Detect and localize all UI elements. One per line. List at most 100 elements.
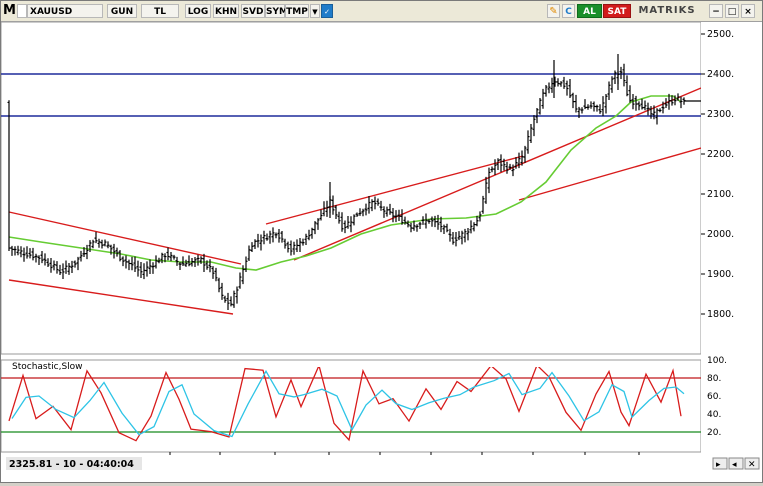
ohlc-bar bbox=[622, 63, 626, 87]
ohlc-bar bbox=[607, 81, 611, 101]
ohlc-bar bbox=[379, 200, 383, 211]
ohlc-bar bbox=[280, 231, 284, 243]
ohlc-bar bbox=[220, 282, 224, 300]
ohlc-bar bbox=[163, 253, 167, 263]
downtrend-lower-line[interactable] bbox=[8, 279, 234, 315]
zoom-out-icon[interactable] bbox=[728, 457, 744, 470]
y-tick-label: 2300. bbox=[707, 109, 734, 120]
stochastic-k-line[interactable] bbox=[8, 365, 682, 442]
dropdown-arrow-icon[interactable]: ▼ bbox=[310, 4, 320, 18]
ohlc-bar bbox=[16, 245, 20, 256]
ohlc-bar bbox=[292, 241, 296, 255]
share-icon[interactable]: ✓ bbox=[321, 4, 333, 18]
buy-button[interactable]: AL bbox=[577, 4, 602, 18]
ohlc-bar bbox=[172, 254, 176, 260]
ohlc-bar bbox=[127, 259, 131, 271]
svd-button[interactable]: SVD bbox=[241, 4, 265, 18]
ohlc-bar bbox=[391, 207, 395, 223]
ohlc-bar bbox=[628, 85, 632, 103]
ohlc-bar bbox=[352, 214, 356, 226]
currency-button[interactable]: TL bbox=[141, 4, 179, 18]
ohlc-bar bbox=[550, 77, 554, 93]
channel-lines[interactable] bbox=[8, 87, 701, 315]
ohlc-bar bbox=[412, 220, 416, 231]
ohlc-bar bbox=[271, 227, 275, 243]
price-chart[interactable]: 1800. 1900. 2000. 2100. 2200. 2300. 2400. 2500.… bbox=[1, 22, 762, 455]
log-button[interactable]: LOG bbox=[185, 4, 211, 18]
stochastic-d-line[interactable] bbox=[11, 369, 685, 438]
y-tick-label: 2000. bbox=[707, 229, 734, 240]
ohlc-bar bbox=[649, 106, 653, 119]
ohlc-bar bbox=[67, 262, 71, 275]
symbol-field[interactable]: XAUUSD bbox=[27, 4, 103, 18]
uptrend-lower-line[interactable] bbox=[518, 147, 701, 201]
price-readout: 2325.81 - 10 - 04:40:04 bbox=[9, 459, 134, 470]
stochastic-axis-labels: 20. 40. 60. 80. 100. bbox=[707, 356, 727, 438]
stochastic-tick-label: 100. bbox=[707, 356, 727, 366]
ohlc-bar bbox=[451, 232, 455, 245]
ohlc-bar bbox=[478, 211, 482, 222]
khn-button[interactable]: KHN bbox=[213, 4, 239, 18]
ohlc-bar bbox=[502, 158, 506, 171]
ohlc-bar bbox=[322, 201, 326, 217]
ohlc-bar bbox=[274, 232, 278, 239]
ohlc-bar bbox=[475, 215, 479, 227]
ohlc-bar bbox=[199, 256, 203, 264]
ohlc-bar bbox=[418, 221, 422, 229]
ohlc-bar bbox=[124, 255, 128, 269]
ohlc-bar bbox=[100, 239, 104, 249]
ohlc-bar bbox=[190, 258, 194, 267]
tmp-button[interactable]: TMP bbox=[285, 4, 309, 18]
ohlc-bar bbox=[430, 216, 434, 227]
c-button[interactable]: C bbox=[562, 4, 575, 18]
ohlc-bar bbox=[442, 224, 446, 234]
ohlc-bar bbox=[94, 231, 98, 244]
ohlc-bar bbox=[613, 70, 617, 85]
fit-icon[interactable] bbox=[744, 457, 760, 470]
downtrend-upper-line[interactable] bbox=[8, 211, 242, 265]
sell-button[interactable]: SAT bbox=[603, 4, 631, 18]
uptrend-mid-line[interactable] bbox=[293, 87, 701, 261]
ohlc-bar bbox=[196, 254, 200, 266]
ohlc-bar bbox=[235, 286, 239, 304]
ohlc-bar bbox=[559, 81, 563, 87]
ohlc-bar bbox=[646, 102, 650, 116]
ohlc-bar bbox=[262, 230, 266, 245]
ohlc-bar bbox=[115, 247, 119, 257]
ohlc-bar bbox=[49, 257, 53, 273]
ohlc-bar bbox=[223, 295, 227, 303]
ohlc-bar bbox=[187, 255, 191, 267]
ohlc-bar bbox=[295, 239, 299, 253]
ohlc-bars[interactable] bbox=[7, 54, 686, 310]
ohlc-bar bbox=[367, 195, 371, 214]
zoom-in-icon[interactable] bbox=[712, 457, 728, 470]
ohlc-bar bbox=[661, 101, 665, 114]
close-icon[interactable]: × bbox=[741, 4, 755, 18]
ohlc-bar bbox=[625, 75, 629, 97]
svg-text:◂: ◂ bbox=[732, 460, 737, 470]
maximize-icon[interactable]: □ bbox=[725, 4, 739, 18]
ohlc-bar bbox=[571, 92, 575, 109]
ohlc-bar bbox=[424, 213, 428, 229]
symbol-checkbox[interactable] bbox=[17, 4, 27, 18]
ohlc-bar bbox=[529, 124, 533, 143]
ohlc-bar bbox=[640, 98, 644, 110]
matriks-m-icon[interactable]: M bbox=[3, 3, 16, 18]
ohlc-bar bbox=[82, 247, 86, 257]
ohlc-bar bbox=[658, 108, 662, 113]
zoom-controls[interactable]: ▸ ◂ ✕ bbox=[712, 457, 760, 470]
ohlc-bar bbox=[193, 257, 197, 267]
ohlc-bar bbox=[433, 215, 437, 228]
sym-button[interactable]: SYM bbox=[265, 4, 288, 18]
edit-pencil-icon[interactable]: ✎ bbox=[547, 4, 560, 18]
ohlc-bar bbox=[61, 263, 65, 279]
ohlc-bar bbox=[565, 80, 569, 96]
ohlc-bar bbox=[577, 106, 581, 119]
ohlc-bar bbox=[517, 152, 521, 169]
uptrend-upper-line[interactable] bbox=[265, 155, 524, 225]
period-button[interactable]: GUN bbox=[107, 4, 137, 18]
minimize-icon[interactable]: − bbox=[709, 4, 723, 18]
ohlc-bar bbox=[202, 253, 206, 273]
ohlc-bar bbox=[232, 290, 236, 308]
ohlc-bar bbox=[307, 229, 311, 241]
